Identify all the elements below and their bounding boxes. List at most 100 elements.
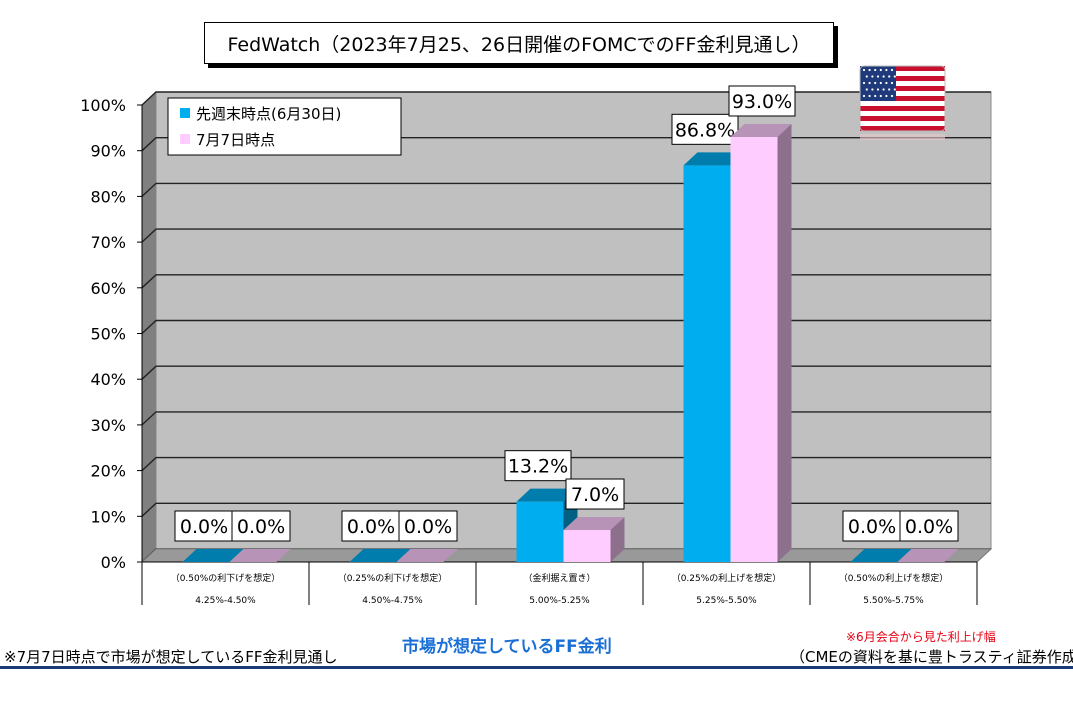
flag-star (868, 81, 871, 85)
flag-star (890, 68, 894, 72)
data-label: 0.0% (404, 516, 452, 538)
bar (516, 501, 564, 562)
bar-top (182, 549, 244, 562)
flag-star (865, 88, 868, 91)
bar-top (563, 517, 625, 531)
flag-star (879, 94, 882, 98)
flag-star (885, 94, 888, 98)
us-flag-icon (859, 65, 946, 140)
flag-stripe (860, 96, 945, 101)
flag-star (876, 88, 880, 91)
bar-top (683, 152, 745, 166)
bar-side (777, 123, 792, 563)
flag-star (865, 75, 868, 78)
category-note: （0.25%の利下げを想定） (338, 572, 448, 584)
flag-stripe (860, 121, 945, 126)
flag-star (888, 75, 891, 78)
source-note: （CMEの資料を基に豊トラスティ証券作成） (790, 648, 1073, 666)
bar-top (396, 549, 458, 562)
data-label: 86.8% (675, 119, 735, 141)
flag-star (862, 68, 866, 72)
flag-star (890, 81, 894, 85)
data-label-box (565, 478, 625, 510)
y-tick-label: 90% (90, 142, 126, 161)
flag-star (879, 81, 882, 85)
data-label: 0.0% (905, 516, 953, 538)
flag-star (882, 88, 885, 91)
bar-top (850, 549, 912, 562)
data-label-box (899, 510, 959, 542)
y-tick-label: 30% (90, 416, 126, 435)
flag-star (871, 88, 874, 91)
y-tick-label: 50% (90, 325, 126, 344)
category-note: （0.50%の利上げを想定） (839, 572, 949, 584)
y-tick-label: 0% (101, 553, 126, 572)
flag-star (879, 68, 882, 72)
flag-star (876, 75, 880, 78)
flag-star (868, 68, 871, 72)
category-label: 5.00%-5.25% (529, 596, 590, 606)
data-label: 0.0% (848, 516, 896, 538)
category-label: 5.25%-5.50% (696, 596, 757, 606)
data-label-box (341, 510, 401, 542)
flag-stripe (860, 76, 945, 81)
footnote-red: ※6月会合から見た利上げ幅 (846, 630, 996, 644)
legend-label: 7月7日時点 (196, 131, 275, 149)
data-label-box (398, 510, 458, 542)
bar-top (349, 549, 411, 562)
flag-star (885, 68, 888, 72)
data-label: 0.0% (347, 516, 395, 538)
y-tick-label: 20% (90, 462, 126, 481)
flag-star (874, 68, 877, 72)
gridline (141, 91, 991, 106)
y-tick-label: 100% (80, 96, 126, 115)
bar-top (229, 549, 291, 562)
flag-stripe (860, 101, 945, 106)
y-tick-label: 40% (90, 370, 126, 389)
bar-top (897, 549, 959, 562)
footnote-left: ※7月7日時点で市場が想定しているFF金利見通し (4, 648, 338, 666)
flag-star (874, 81, 877, 85)
flag-stripe (860, 86, 945, 91)
category-note: （0.25%の利上げを想定） (672, 572, 782, 584)
legend-swatch (180, 134, 190, 144)
data-label-box (671, 113, 739, 145)
flag-stripe (860, 126, 945, 131)
flag-stripe (860, 106, 945, 111)
data-label-box (504, 450, 572, 482)
x-axis-title: 市場が想定しているFF金利 (402, 637, 612, 657)
bar (730, 136, 778, 563)
legend-label: 先週末時点(6月30日) (196, 105, 341, 123)
y-tick-label: 70% (90, 233, 126, 252)
flag-reflection (860, 134, 945, 140)
data-label-box (231, 510, 291, 542)
legend-box (167, 97, 402, 156)
y-tick-label: 10% (90, 507, 126, 526)
bar (563, 530, 611, 562)
flag-star (862, 94, 866, 98)
category-label: 4.25%-4.50% (195, 596, 256, 606)
bar-top (730, 123, 792, 137)
flag-stripe (860, 116, 945, 121)
data-label: 0.0% (237, 516, 285, 538)
flag-star (871, 75, 874, 78)
category-label: 5.50%-5.75% (863, 596, 924, 606)
chart-title: FedWatch（2023年7月25、26日開催のFOMCでのFF金利見通し） (204, 22, 834, 64)
flag-star (882, 75, 885, 78)
bottom-rule (0, 666, 1073, 669)
category-label: 4.50%-4.75% (362, 596, 423, 606)
flag-canton (860, 66, 896, 101)
bar-top (516, 488, 578, 502)
data-label: 93.0% (732, 91, 792, 113)
flag-star (890, 94, 894, 98)
bar (683, 165, 731, 562)
y-tick-label: 80% (90, 187, 126, 206)
flag-star (893, 88, 896, 91)
flag-star (874, 94, 877, 98)
y-tick-label: 60% (90, 279, 126, 298)
flag-star (885, 81, 888, 85)
category-note: （0.50%の利下げを想定） (171, 572, 281, 584)
flag-stripe (860, 111, 945, 116)
flag-star (868, 94, 871, 98)
flag-star (893, 75, 896, 78)
